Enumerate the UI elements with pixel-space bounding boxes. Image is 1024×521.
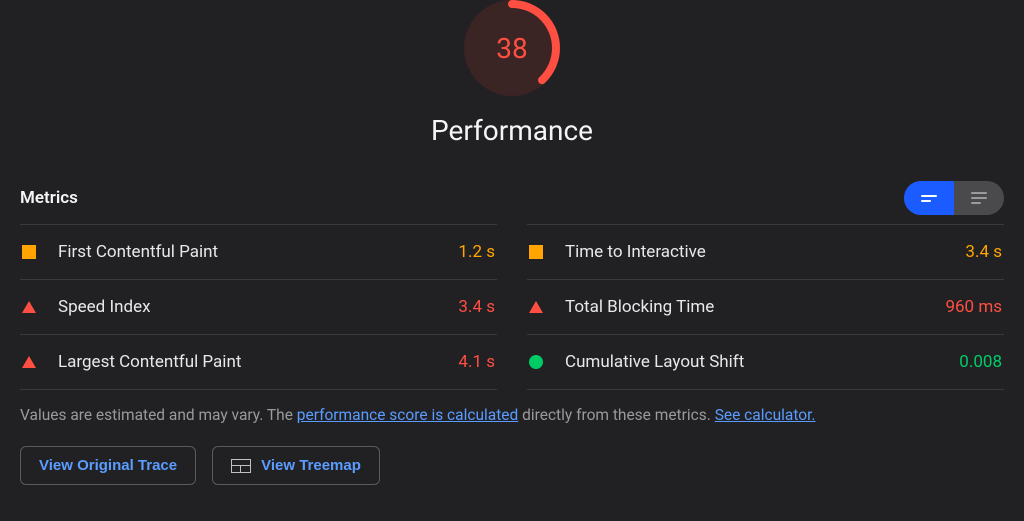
metric-row: First Contentful Paint1.2 s xyxy=(20,224,497,280)
metric-label: Speed Index xyxy=(58,297,458,317)
metrics-column-right: Time to Interactive3.4 sTotal Blocking T… xyxy=(527,225,1004,390)
metric-value: 3.4 s xyxy=(965,242,1002,262)
metric-row: Time to Interactive3.4 s xyxy=(527,224,1004,280)
metric-value: 4.1 s xyxy=(458,352,495,372)
metrics-header: Metrics xyxy=(20,181,1004,215)
average-square-icon xyxy=(22,245,36,259)
button-label: View Treemap xyxy=(261,457,361,474)
toggle-expanded[interactable] xyxy=(954,181,1004,215)
metric-label: Largest Contentful Paint xyxy=(58,352,458,372)
metric-row: Speed Index3.4 s xyxy=(20,279,497,335)
action-buttons: View Original Trace View Treemap xyxy=(20,446,1004,485)
footnote: Values are estimated and may vary. The p… xyxy=(20,406,1004,424)
fail-triangle-icon xyxy=(529,301,543,313)
metric-label: Cumulative Layout Shift xyxy=(565,352,959,372)
expanded-icon xyxy=(971,192,987,204)
view-toggle xyxy=(904,181,1004,215)
metrics-column-left: First Contentful Paint1.2 sSpeed Index3.… xyxy=(20,225,497,390)
score-calc-link[interactable]: performance score is calculated xyxy=(297,406,518,424)
metric-value: 1.2 s xyxy=(458,242,495,262)
metric-row: Total Blocking Time960 ms xyxy=(527,279,1004,335)
see-calculator-link[interactable]: See calculator. xyxy=(715,406,816,424)
toggle-compact[interactable] xyxy=(904,181,954,215)
performance-panel: 38 Performance Metrics First Contentful … xyxy=(0,0,1024,505)
gauge-score: 38 xyxy=(464,0,560,96)
average-square-icon xyxy=(529,245,543,259)
footnote-text: Values are estimated and may vary. The xyxy=(20,406,297,424)
metric-value: 0.008 xyxy=(959,352,1002,372)
metrics-title: Metrics xyxy=(20,188,78,208)
metric-row: Cumulative Layout Shift0.008 xyxy=(527,334,1004,390)
score-gauge: 38 xyxy=(464,0,560,96)
metric-value: 960 ms xyxy=(945,297,1002,317)
compact-icon xyxy=(921,195,937,202)
metric-label: Time to Interactive xyxy=(565,242,965,262)
treemap-icon xyxy=(231,459,251,473)
fail-triangle-icon xyxy=(22,356,36,368)
metric-label: Total Blocking Time xyxy=(565,297,945,317)
metric-value: 3.4 s xyxy=(458,297,495,317)
metric-row: Largest Contentful Paint4.1 s xyxy=(20,334,497,390)
metric-label: First Contentful Paint xyxy=(58,242,458,262)
metrics-grid: First Contentful Paint1.2 sSpeed Index3.… xyxy=(20,225,1004,390)
view-treemap-button[interactable]: View Treemap xyxy=(212,446,380,485)
fail-triangle-icon xyxy=(22,301,36,313)
button-label: View Original Trace xyxy=(39,457,177,474)
view-original-trace-button[interactable]: View Original Trace xyxy=(20,446,196,485)
pass-circle-icon xyxy=(529,355,543,369)
category-title: Performance xyxy=(431,114,593,147)
footnote-text: directly from these metrics. xyxy=(518,406,714,424)
gauge-section: 38 Performance xyxy=(20,0,1004,147)
